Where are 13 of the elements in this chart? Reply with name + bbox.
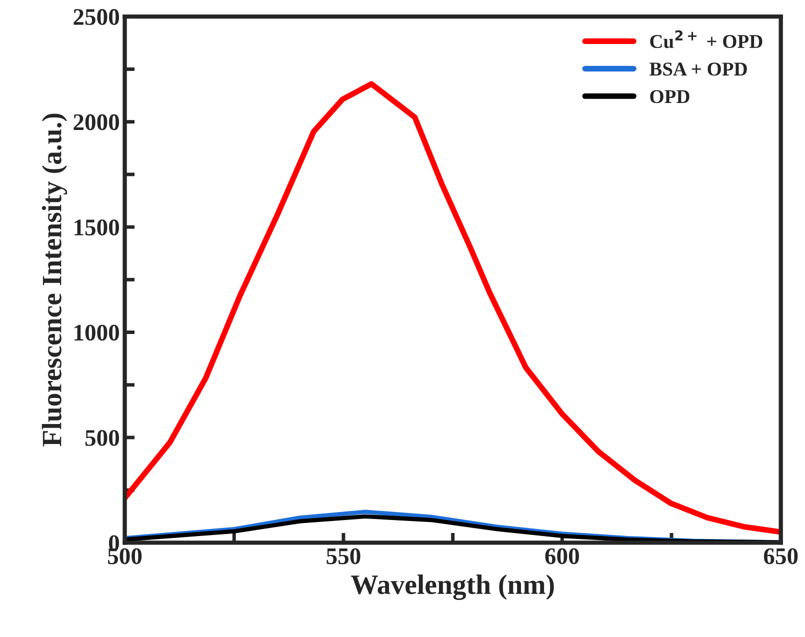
y-tick-label: 500 xyxy=(85,430,120,446)
y-tick-label: 2500 xyxy=(74,9,120,25)
y-tick-label: 2000 xyxy=(74,114,120,130)
x-axis-title: Wavelength (nm) xyxy=(350,574,554,600)
y-axis-title: Fluorescence Intensity (a.u.) xyxy=(42,114,68,446)
legend-label: BSA + OPD xyxy=(650,62,747,76)
x-tick-label: 650 xyxy=(764,548,798,564)
y-tick-label: 1500 xyxy=(74,220,120,236)
y-tick-label: 1000 xyxy=(74,324,120,341)
x-tick-label: 550 xyxy=(326,548,360,564)
x-tick-label: 600 xyxy=(545,548,579,564)
legend-label: OPD xyxy=(650,90,690,104)
legend-label: Cu$^{2+}$ + OPD xyxy=(650,30,762,48)
